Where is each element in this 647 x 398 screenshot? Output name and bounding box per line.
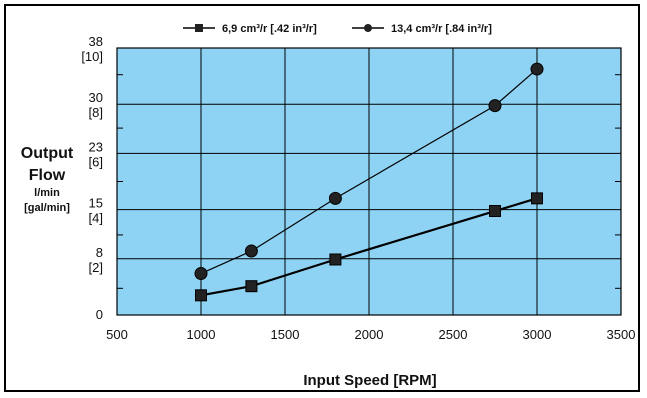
y-tick-label: 23	[89, 139, 103, 154]
x-tick-label: 1500	[271, 327, 300, 342]
y-axis-title-line2: Flow	[29, 167, 66, 184]
data-point-series-1	[245, 280, 258, 293]
y-tick-sublabel: [6]	[89, 154, 103, 169]
data-point-series-2	[488, 99, 502, 113]
x-tick-label: 500	[106, 327, 128, 342]
data-point-series-1	[531, 192, 543, 205]
data-point-series-2	[328, 191, 342, 205]
y-tick-label: 30	[89, 90, 103, 105]
y-tick-sublabel: [2]	[89, 260, 103, 275]
data-point-series-1	[329, 253, 342, 266]
y-tick-sublabel: [10]	[81, 49, 103, 64]
data-point-series-2	[244, 244, 258, 258]
y-tick-sublabel: [8]	[89, 105, 103, 120]
y-tick-label: 15	[89, 196, 103, 211]
y-axis-unit-imperial: [gal/min]	[24, 202, 70, 214]
x-tick-label: 2500	[439, 327, 468, 342]
y-axis-title-line1: Output	[21, 145, 74, 162]
legend-label-2: 13,4 cm³/r [.84 in³/r]	[391, 23, 492, 35]
y-tick-label: 0	[96, 307, 103, 322]
legend-label-1: 6,9 cm³/r [.42 in³/r]	[222, 23, 317, 35]
y-tick-sublabel: [4]	[89, 211, 103, 226]
data-point-series-2	[194, 267, 208, 281]
x-tick-label: 3500	[607, 327, 636, 342]
x-tick-label: 1000	[187, 327, 216, 342]
legend-marker-square	[195, 24, 203, 32]
y-tick-label: 38	[89, 34, 103, 49]
y-axis-unit-metric: l/min	[34, 187, 60, 199]
data-point-series-2	[530, 62, 544, 76]
x-tick-label: 3000	[523, 327, 552, 342]
x-axis-title: Input Speed [RPM]	[303, 372, 436, 389]
data-point-series-1	[489, 205, 501, 218]
legend-marker-circle	[364, 24, 372, 32]
data-point-series-1	[195, 289, 207, 302]
y-tick-label: 8	[96, 245, 103, 260]
x-tick-label: 2000	[355, 327, 384, 342]
